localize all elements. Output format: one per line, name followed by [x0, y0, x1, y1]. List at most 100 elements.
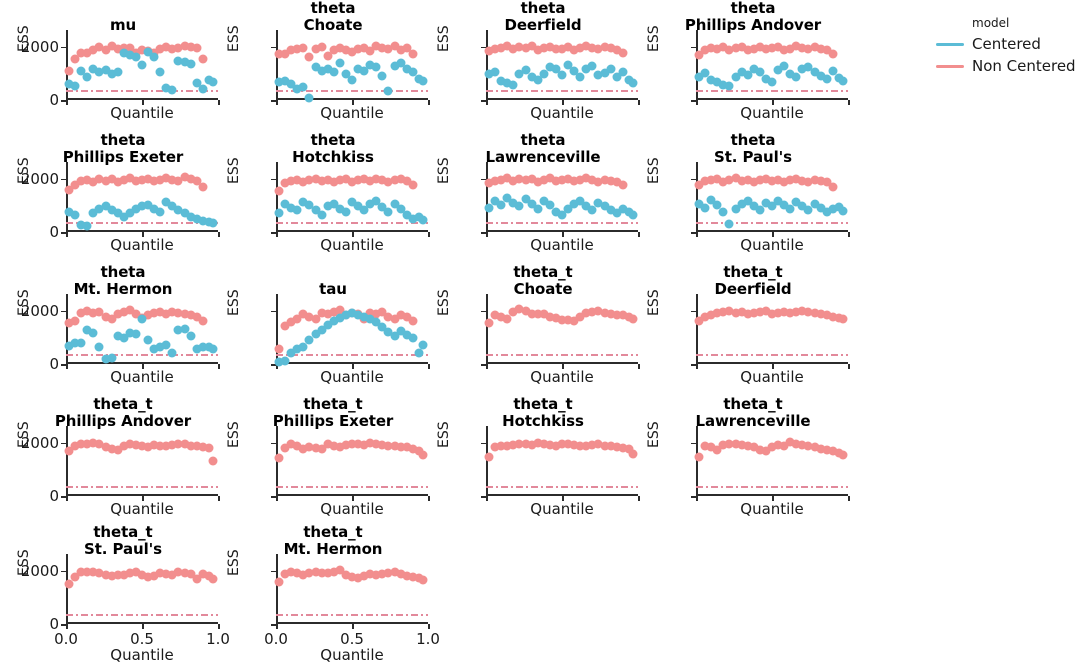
data-point-non-centered [298, 309, 308, 319]
data-point-non-centered [304, 442, 314, 452]
data-point-centered [496, 76, 506, 86]
data-point-centered [208, 77, 218, 87]
data-point-non-centered [88, 567, 98, 577]
data-point-non-centered [834, 313, 844, 323]
data-point-non-centered [317, 568, 327, 578]
data-point-non-centered [280, 443, 290, 453]
data-point-non-centered [816, 309, 826, 319]
data-point-non-centered [575, 441, 585, 451]
data-point-centered [731, 204, 741, 214]
data-point-non-centered [797, 440, 807, 450]
data-point-non-centered [791, 439, 801, 449]
panel-title: theta_t Choate [513, 263, 573, 298]
data-point-centered [575, 72, 585, 82]
data-point-centered [286, 203, 296, 213]
legend-label-centered: Centered [972, 35, 1041, 53]
data-point-centered [198, 84, 208, 94]
data-point-non-centered [64, 66, 74, 76]
data-point-non-centered [414, 573, 424, 583]
y-axis-label: ESS [646, 421, 662, 448]
data-point-centered [514, 69, 524, 79]
data-point-non-centered [192, 312, 202, 322]
data-point-non-centered [101, 312, 111, 322]
data-point-centered [286, 348, 296, 358]
data-point-non-centered [755, 42, 765, 52]
data-point-non-centered [149, 308, 159, 318]
data-point-non-centered [551, 441, 561, 451]
data-point-non-centered [149, 571, 159, 581]
x-tick [562, 100, 564, 105]
data-point-non-centered [70, 54, 80, 64]
x-tick [696, 100, 698, 105]
data-point-centered [180, 208, 190, 218]
data-point-centered [377, 71, 387, 81]
data-point-centered [137, 201, 147, 211]
x-tick [772, 496, 774, 501]
data-point-non-centered [749, 308, 759, 318]
x-axis-spine [696, 98, 848, 100]
data-point-non-centered [724, 45, 734, 55]
data-point-non-centered [508, 440, 518, 450]
data-point-non-centered [408, 316, 418, 326]
data-point-non-centered [323, 309, 333, 319]
data-point-non-centered [88, 45, 98, 55]
y-tick [61, 46, 66, 49]
data-point-non-centered [694, 316, 704, 326]
y-tick-label: 2000 [20, 561, 59, 580]
data-point-non-centered [143, 442, 153, 452]
data-point-centered [718, 207, 728, 217]
legend-label-non-centered: Non Centered [972, 57, 1076, 75]
data-point-centered [418, 215, 428, 225]
data-point-centered [810, 67, 820, 77]
data-point-non-centered [834, 448, 844, 458]
data-point-non-centered [612, 310, 622, 320]
data-point-non-centered [88, 438, 98, 448]
data-point-centered [402, 330, 412, 340]
data-point-centered [484, 69, 494, 79]
data-point-centered [371, 317, 381, 327]
data-point-non-centered [125, 173, 135, 183]
data-point-non-centered [198, 569, 208, 579]
data-point-centered [274, 77, 284, 87]
data-point-non-centered [341, 45, 351, 55]
data-point-centered [761, 74, 771, 84]
data-point-non-centered [186, 310, 196, 320]
data-point-non-centered [82, 306, 92, 316]
data-point-non-centered [718, 177, 728, 187]
data-point-non-centered [527, 309, 537, 319]
data-point-non-centered [167, 307, 177, 317]
panel-title: theta_t Phillips Exeter [272, 395, 394, 430]
data-point-centered [521, 65, 531, 75]
data-point-non-centered [508, 44, 518, 54]
data-point-non-centered [551, 44, 561, 54]
legend-entry-non-centered[interactable]: Non Centered [936, 55, 1080, 77]
data-point-non-centered [286, 439, 296, 449]
y-axis-label: ESS [436, 25, 452, 52]
legend-entry-centered[interactable]: Centered [936, 33, 1080, 55]
data-point-non-centered [76, 176, 86, 186]
data-point-centered [390, 331, 400, 341]
y-tick-label: 0 [49, 487, 59, 505]
data-point-non-centered [396, 310, 406, 320]
data-point-non-centered [545, 42, 555, 52]
x-tick [638, 496, 640, 501]
data-point-non-centered [396, 442, 406, 452]
data-point-non-centered [521, 306, 531, 316]
data-point-non-centered [575, 175, 585, 185]
data-point-non-centered [353, 175, 363, 185]
data-point-centered [161, 340, 171, 350]
y-tick [481, 364, 486, 366]
data-point-centered [192, 214, 202, 224]
data-point-centered [204, 217, 214, 227]
data-point-non-centered [743, 175, 753, 185]
data-point-centered [107, 69, 117, 79]
data-point-centered [414, 348, 424, 358]
data-point-centered [773, 65, 783, 75]
data-point-centered [408, 333, 418, 343]
data-point-non-centered [371, 309, 381, 319]
data-point-non-centered [527, 41, 537, 51]
data-point-non-centered [612, 442, 622, 452]
data-point-non-centered [718, 307, 728, 317]
data-point-non-centered [274, 49, 284, 59]
data-point-non-centered [785, 175, 795, 185]
